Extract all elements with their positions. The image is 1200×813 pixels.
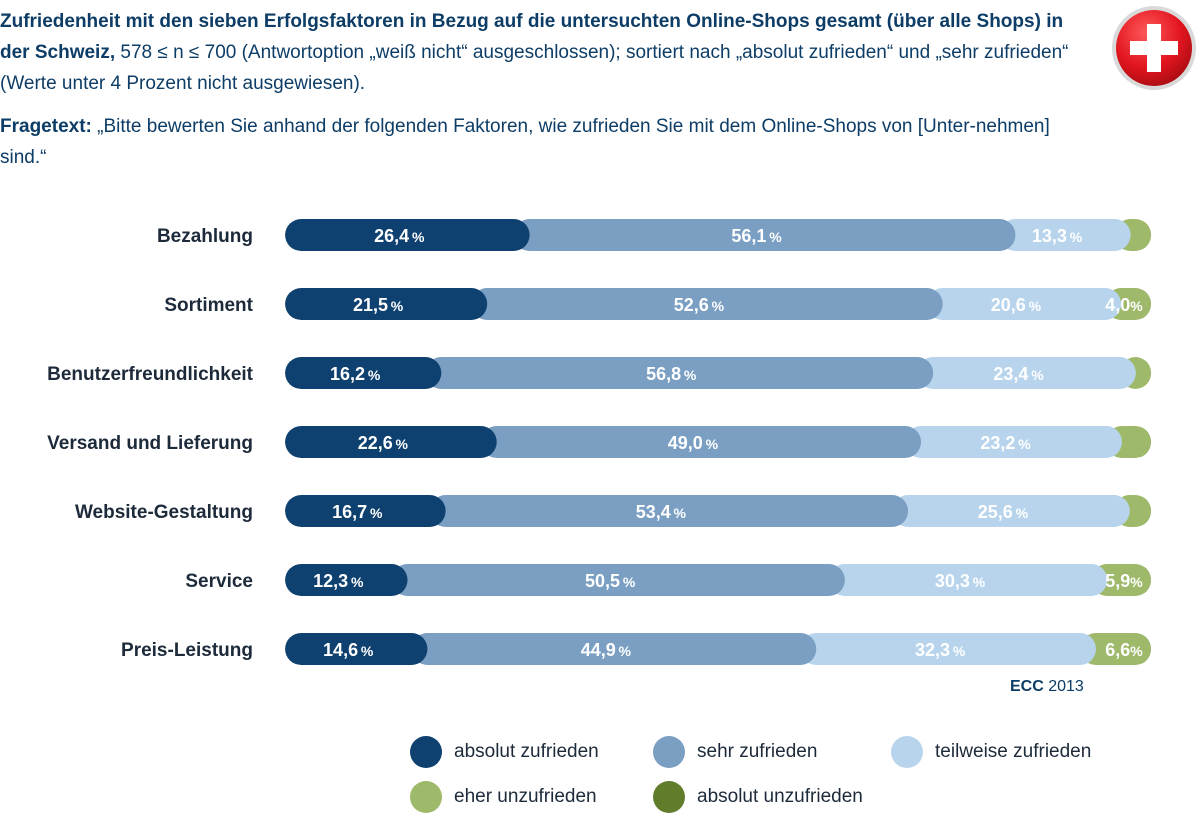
data-label: 21,5 % [353,295,404,315]
data-label: 13,3 % [1032,226,1083,246]
bar-row [285,633,1151,665]
legend-label: eher unzufrieden [454,786,597,807]
data-label: 25,6 % [978,502,1029,522]
data-label: 50,5 % [585,571,636,591]
legend-label: teilweise zufrieden [935,741,1092,762]
bar-segment [411,633,817,665]
data-label: 32,3 % [915,640,966,660]
bar-segment [917,357,1136,389]
data-label: 53,4 % [636,502,687,522]
stacked-bar-chart: Bezahlung 26,4 % 56,1 % 13,3 % Sortiment 21,5… [47,219,1151,665]
question-label: Fragetext: [0,116,92,137]
bar-row [285,495,1151,527]
bar-row [285,357,1151,389]
category-label: Preis-Leistung [121,640,253,661]
bar-segment [513,219,1016,251]
legend-item: eher unzufrieden [410,781,597,813]
bar-row [285,288,1151,320]
data-label: 12,3 % [313,571,364,591]
bar-segment [285,288,488,320]
legend-swatch [653,736,685,768]
bar-segment [828,564,1108,596]
bar-segment [480,426,922,458]
bar-segment [999,219,1131,251]
data-label: 52,6 % [674,295,725,315]
legend-label: absolut unzufrieden [697,786,863,807]
source-name: ECC [1010,678,1044,695]
legend-label: sehr zufrieden [697,741,818,762]
data-label: 26,4 % [374,226,425,246]
bar-segment [1079,633,1151,665]
legend-swatch [410,736,442,768]
bar-row [285,426,1151,458]
data-label: 23,4 % [993,364,1044,384]
bar-segment [285,633,428,665]
chart-legend: absolut zufrieden sehr zufrieden teilweise… [410,736,1170,813]
category-label: Benutzerfreundlichkeit [47,364,254,385]
legend-item: teilweise zufrieden [891,736,1091,768]
source-year: 2013 [1048,678,1084,695]
data-label: 16,7 % [332,502,383,522]
chart-title: Zufriedenheit mit den sieben Erfolgsfakt… [0,6,1090,99]
bar-segment [1091,564,1151,596]
legend-swatch [891,736,923,768]
bar-segment [285,564,408,596]
bar-segment [425,357,934,389]
bar-segment [471,288,943,320]
data-label: 4,0% [1105,295,1143,315]
chart-title-rest: 578 ≤ n ≤ 700 (Antwortoption „weiß nicht… [0,42,1069,94]
legend-swatch [653,781,685,813]
legend-item: absolut zufrieden [410,736,599,768]
data-label: 44,9 % [581,640,632,660]
question: Fragetext: „Bitte bewerten Sie anhand de… [0,111,1090,173]
data-label: 16,2 % [330,364,381,384]
bar-segment [926,288,1122,320]
data-label: 20,6 % [991,295,1042,315]
source-note: ECC 2013 [1010,678,1084,696]
data-label: 56,8 % [646,364,697,384]
category-label: Website-Gestaltung [75,502,253,523]
legend-item: absolut unzufrieden [653,781,863,813]
legend-item: sehr zufrieden [653,736,817,768]
bar-segment [800,633,1096,665]
category-label: Service [185,571,253,592]
question-text: „Bitte bewerten Sie anhand der folgenden… [0,116,1050,168]
data-label: 56,1 % [731,226,782,246]
legend-swatch [410,781,442,813]
chart-title-bold: Zufriedenheit mit den sieben Erfolgsfakt… [0,11,1064,63]
data-label: 22,6 % [358,433,409,453]
category-label: Bezahlung [157,226,253,247]
bar-segment [285,426,497,458]
bar-row [285,564,1151,596]
data-label: 5,9% [1105,571,1143,591]
bar-row [285,219,1151,251]
bar-segment [429,495,909,527]
header: Zufriedenheit mit den sieben Erfolgsfakt… [0,6,1090,173]
data-label: 14,6 % [323,640,374,660]
bar-segment [905,426,1122,458]
data-label: 6,6% [1105,640,1143,660]
bar-segment [892,495,1130,527]
legend-label: absolut zufrieden [454,741,599,762]
category-label: Sortiment [164,295,253,316]
data-label: 49,0 % [668,433,719,453]
data-label: 30,3 % [935,571,986,591]
category-label: Versand und Lieferung [47,433,253,454]
bar-segment [285,495,446,527]
bar-segment [391,564,845,596]
bar-segment [285,219,530,251]
swiss-flag-icon [1112,6,1196,90]
data-label: 23,2 % [980,433,1031,453]
bar-segment [285,357,442,389]
